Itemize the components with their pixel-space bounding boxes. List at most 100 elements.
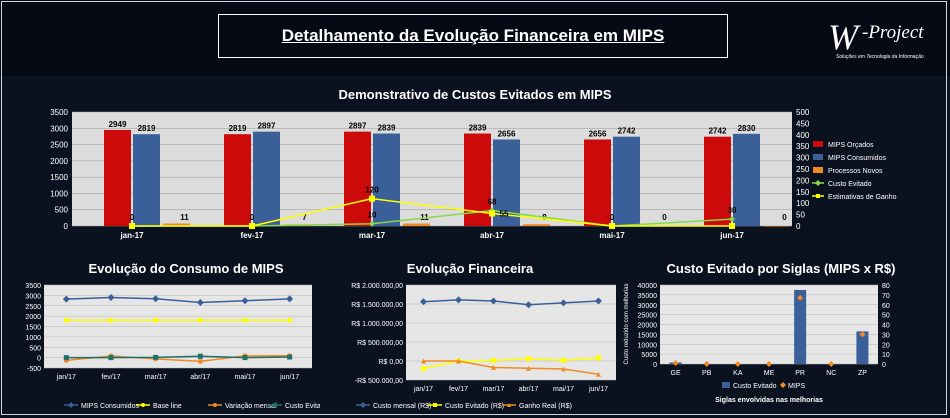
data-point (107, 294, 115, 302)
y-tick-label: 40000 (638, 283, 658, 290)
data-point (287, 354, 293, 360)
bar-label: 2897 (349, 122, 367, 131)
x-tick-label: abr/17 (519, 386, 539, 393)
y-tick-label: 2000 (25, 314, 41, 321)
data-point (561, 366, 566, 372)
data-point (526, 356, 531, 362)
data-point (108, 355, 114, 361)
legend-marker (213, 403, 217, 407)
bar-label: 2897 (258, 122, 276, 131)
financeira-line-chart: -R$ 500.000,00 R$ 0,00 R$ 500.000,00 R$ 1.0… (351, 283, 616, 410)
y-tick-label: 3000 (25, 293, 41, 300)
x-tick-label: fev-17 (240, 231, 264, 240)
y-tick-label: R$ 1.000.000,00 (351, 321, 403, 328)
bar-label: 2819 (138, 124, 156, 133)
x-tick-label: mar/17 (145, 374, 167, 381)
x-tick-label: jun-17 (719, 231, 744, 240)
bar-label: 2656 (589, 129, 607, 138)
chart-title-financeira: Evolução Financeira (406, 261, 534, 276)
y2-tick-label: 500 (796, 108, 810, 117)
bar-mips-consumidos (253, 131, 280, 226)
series-line (423, 299, 599, 306)
data-point (595, 297, 602, 305)
x-tick-label: jun/17 (588, 386, 608, 393)
y-tick-label: 3500 (50, 108, 68, 117)
x-tick-label: mai/17 (234, 374, 255, 381)
bar-mips-consumidos (733, 133, 760, 226)
bar-custo-evitado (794, 289, 807, 364)
point-mips (859, 331, 866, 338)
chart-title-consumo: Evolução do Consumo de MIPS (88, 261, 284, 276)
y-tick-label: 5000 (641, 352, 657, 359)
x-tick-label: abr-17 (480, 231, 505, 240)
data-point (286, 295, 294, 303)
bar-label: 2656 (498, 129, 516, 138)
y-tick-label: 500 (29, 345, 41, 352)
plot-area (72, 112, 792, 226)
chart-title-siglas: Custo Evitado por Siglas (MIPS x R$) (666, 261, 896, 276)
data-point (241, 297, 249, 305)
main-bar-chart: 0500100015002000250030003500050100150200… (50, 108, 896, 240)
legend-label: Custo Evitado (R$) (445, 403, 504, 410)
bar-label: 7 (302, 213, 307, 222)
bar-processos-novos (763, 226, 790, 227)
y-tick-label: 0 (64, 222, 69, 231)
y-tick-label: 35000 (638, 293, 658, 300)
point-estimativas-ganho (129, 223, 135, 229)
legend-swatch (722, 382, 730, 388)
legend-label: Base line (153, 403, 182, 410)
point-custo-evitado (369, 220, 375, 227)
bar-label: 2742 (618, 127, 636, 136)
line-label: 120 (365, 186, 379, 195)
data-point (62, 295, 70, 303)
y-tick-label: 1000 (25, 335, 41, 342)
legend-label: Custo Evitado (828, 181, 872, 188)
legend-marker (507, 403, 511, 407)
line-estimativas-ganho (132, 197, 732, 227)
legend-marker (360, 402, 366, 408)
bar-mips-orcados (704, 136, 731, 226)
bar-label: 2742 (709, 127, 727, 136)
title-box: Detalhamento da Evolução Financeira em M… (218, 14, 728, 58)
x-tick-label: PR (795, 370, 805, 377)
y-tick-label: 3000 (50, 124, 68, 133)
bar-label: 0 (782, 213, 787, 222)
x-tick-label: jun/17 (279, 374, 299, 381)
series-line (66, 296, 290, 304)
y2-tick-label: 50 (796, 211, 805, 220)
x-tick-label: jan/17 (56, 374, 76, 381)
logo-tagline: Soluções em Tecnologia da Informação (836, 54, 924, 60)
point-estimativas-ganho (489, 210, 495, 217)
legend-marker (780, 382, 786, 388)
consumo-line-chart: -500 0 500 1000 1500 2000 2500 3000 3500 jan/17 fe… (25, 283, 320, 410)
y2-tick-label: 400 (796, 131, 810, 140)
x-tick-label: mar/17 (483, 386, 505, 393)
bar-mips-orcados (344, 131, 371, 226)
y-axis-label: Custo reduzido com melhorias (624, 283, 630, 364)
data-point (455, 296, 462, 304)
y2-tick-label: 350 (796, 142, 810, 151)
y-tick-label: 1000 (50, 189, 68, 198)
y2-tick-label: 60 (882, 303, 890, 310)
y2-tick-label: 250 (796, 165, 810, 174)
legend-marker (141, 403, 145, 407)
point-mips (703, 361, 710, 367)
legend-marker (815, 180, 821, 186)
data-point (63, 317, 69, 323)
point-mips (766, 361, 772, 367)
legend-label: MIPS (788, 383, 805, 390)
y-tick-label: -R$ 500.000,00 (355, 378, 403, 385)
data-point (421, 366, 426, 372)
legend-swatch (813, 154, 823, 160)
bar-label: 2839 (469, 124, 487, 133)
y-tick-label: 3500 (25, 283, 41, 290)
point-mips (672, 360, 679, 367)
bar-label: 2830 (738, 124, 756, 133)
x-tick-label: GE (671, 370, 681, 377)
y2-tick-label: 40 (882, 323, 890, 330)
point-mips (828, 361, 835, 367)
line-label: 0 (130, 213, 135, 222)
x-tick-label: mar-17 (359, 231, 386, 240)
data-point (63, 355, 69, 361)
